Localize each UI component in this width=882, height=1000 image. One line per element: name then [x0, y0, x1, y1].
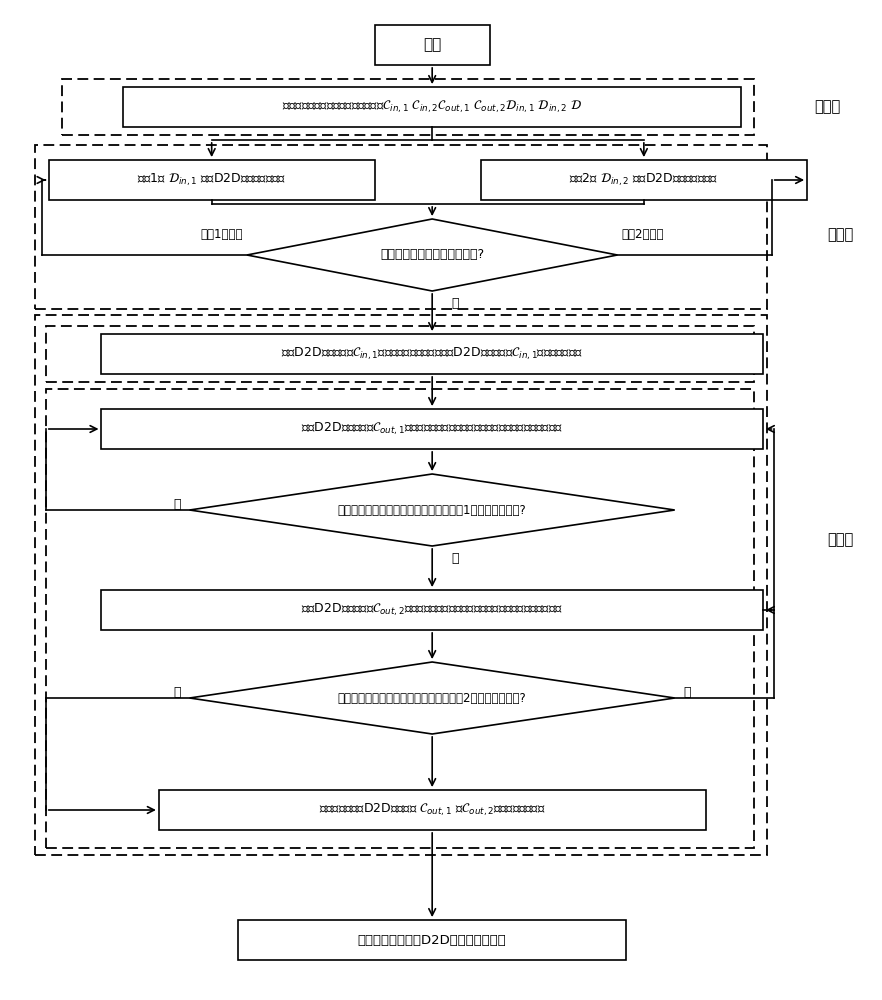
- Bar: [49, 160, 375, 200]
- Text: 两个小区的链路选择是否完成?: 两个小区的链路选择是否完成?: [380, 248, 484, 261]
- Bar: [159, 790, 706, 830]
- Text: 直到所有的跨区D2D对检测完 $\mathcal{C}_{out,1}$ 和$\mathcal{C}_{out,2}$中蜂窝用户的链路: 直到所有的跨区D2D对检测完 $\mathcal{C}_{out,1}$ 和$\…: [319, 802, 545, 818]
- Text: 开始: 开始: [423, 37, 441, 52]
- Bar: [35, 145, 767, 309]
- Text: 跨区D2D对尝试复用$\mathcal{C}_{in,1}$中的频谱，直到所有的跨区D2D对尝试复用$\mathcal{C}_{in,1}$的所有蜂窝用户: 跨区D2D对尝试复用$\mathcal{C}_{in,1}$中的频谱，直到所有的…: [281, 346, 583, 362]
- Bar: [238, 920, 626, 960]
- Bar: [101, 409, 763, 449]
- Bar: [481, 160, 807, 200]
- Text: 是: 是: [684, 686, 691, 700]
- Text: 是: 是: [452, 297, 460, 310]
- Text: 对网络中的用户进行分类，确定集合$\mathcal{C}_{in,1}$ $\mathcal{C}_{in,2}\mathcal{C}_{out,1}$ $\m: 对网络中的用户进行分类，确定集合$\mathcal{C}_{in,1}$ $\m…: [282, 99, 582, 115]
- Text: 检查链路资源使用均衡性条件，如果小区1中链路使用较多?: 检查链路资源使用均衡性条件，如果小区1中链路使用较多?: [338, 504, 527, 516]
- Text: 第三步: 第三步: [827, 532, 854, 548]
- Bar: [123, 87, 741, 127]
- Text: 第二步: 第二步: [827, 228, 854, 242]
- Bar: [62, 79, 754, 135]
- Bar: [35, 315, 767, 855]
- Bar: [101, 334, 763, 374]
- Text: 跨区D2D对尝试复用$\mathcal{C}_{out,1}$中的蜂窝用户的链路，在成功复用一个蜂窝用户链路之后: 跨区D2D对尝试复用$\mathcal{C}_{out,1}$中的蜂窝用户的链路…: [302, 421, 563, 437]
- Bar: [101, 590, 763, 630]
- Text: 是: 是: [452, 552, 460, 565]
- Text: 小区2对 $\mathcal{D}_{in,2}$ 中的D2D对进行链路选择: 小区2对 $\mathcal{D}_{in,2}$ 中的D2D对进行链路选择: [569, 172, 719, 188]
- Polygon shape: [190, 474, 675, 546]
- Polygon shape: [247, 219, 617, 291]
- Text: 小区2未完成: 小区2未完成: [622, 229, 664, 241]
- Text: 第一步: 第一步: [814, 100, 841, 114]
- Text: 小区1未完成: 小区1未完成: [200, 229, 243, 241]
- Text: 跨区D2D对尝试复用$\mathcal{C}_{out,2}$中的蜂窝用户的链路，在成功复用一个蜂窝用户链路之后: 跨区D2D对尝试复用$\mathcal{C}_{out,2}$中的蜂窝用户的链路…: [302, 602, 563, 618]
- Text: 否: 否: [173, 686, 181, 700]
- Bar: [375, 25, 490, 65]
- Text: 否: 否: [173, 498, 181, 512]
- Text: 小区1对 $\mathcal{D}_{in,1}$ 中的D2D对进行链路选择: 小区1对 $\mathcal{D}_{in,1}$ 中的D2D对进行链路选择: [137, 172, 287, 188]
- Text: 检查链路资源使用均衡性条件，如果小区2中链路使用较多?: 检查链路资源使用均衡性条件，如果小区2中链路使用较多?: [338, 692, 527, 704]
- Text: 结束，进入下一个D2D对链路选择过程: 结束，进入下一个D2D对链路选择过程: [358, 934, 506, 946]
- Polygon shape: [190, 662, 675, 734]
- Bar: [46, 326, 754, 382]
- Bar: [46, 389, 754, 848]
